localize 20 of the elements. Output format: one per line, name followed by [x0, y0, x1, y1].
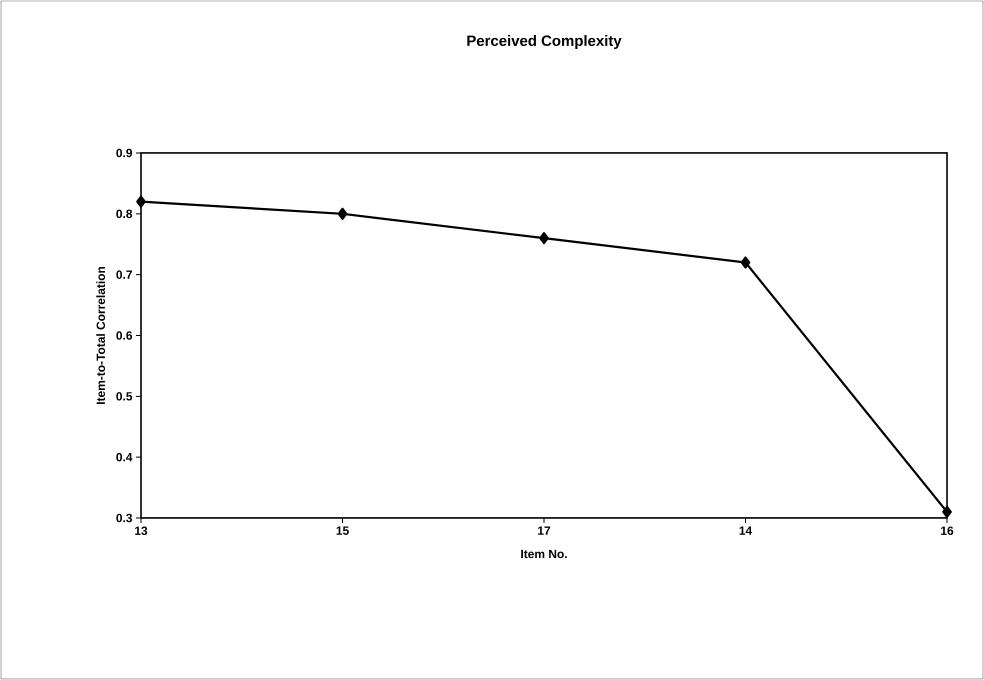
- x-tick-label: 14: [740, 526, 752, 535]
- x-tick-label: 15: [336, 526, 349, 535]
- point: [740, 256, 750, 269]
- point: [539, 232, 549, 244]
- x-tick-label: 17: [538, 526, 550, 535]
- x-tick-label: 13: [135, 526, 148, 535]
- x-axis-title: Item No.: [521, 550, 567, 558]
- y-tick-label: 0.6: [116, 331, 132, 340]
- point: [942, 506, 952, 518]
- chart-title: Perceived Complexity: [467, 35, 622, 49]
- point: [136, 196, 146, 208]
- y-tick-label: 0.5: [116, 392, 132, 401]
- y-tick-label: 0.9: [116, 148, 132, 158]
- point: [338, 208, 348, 220]
- y-tick-label: 0.8: [116, 210, 132, 218]
- y-tick-label: 0.4: [116, 452, 132, 462]
- y-tick-label: 0.7: [116, 270, 132, 279]
- x-tick-label: 16: [941, 526, 954, 535]
- y-axis-title: Item-to-Total Correlation: [96, 266, 106, 404]
- y-tick-label: 0.3: [116, 514, 132, 522]
